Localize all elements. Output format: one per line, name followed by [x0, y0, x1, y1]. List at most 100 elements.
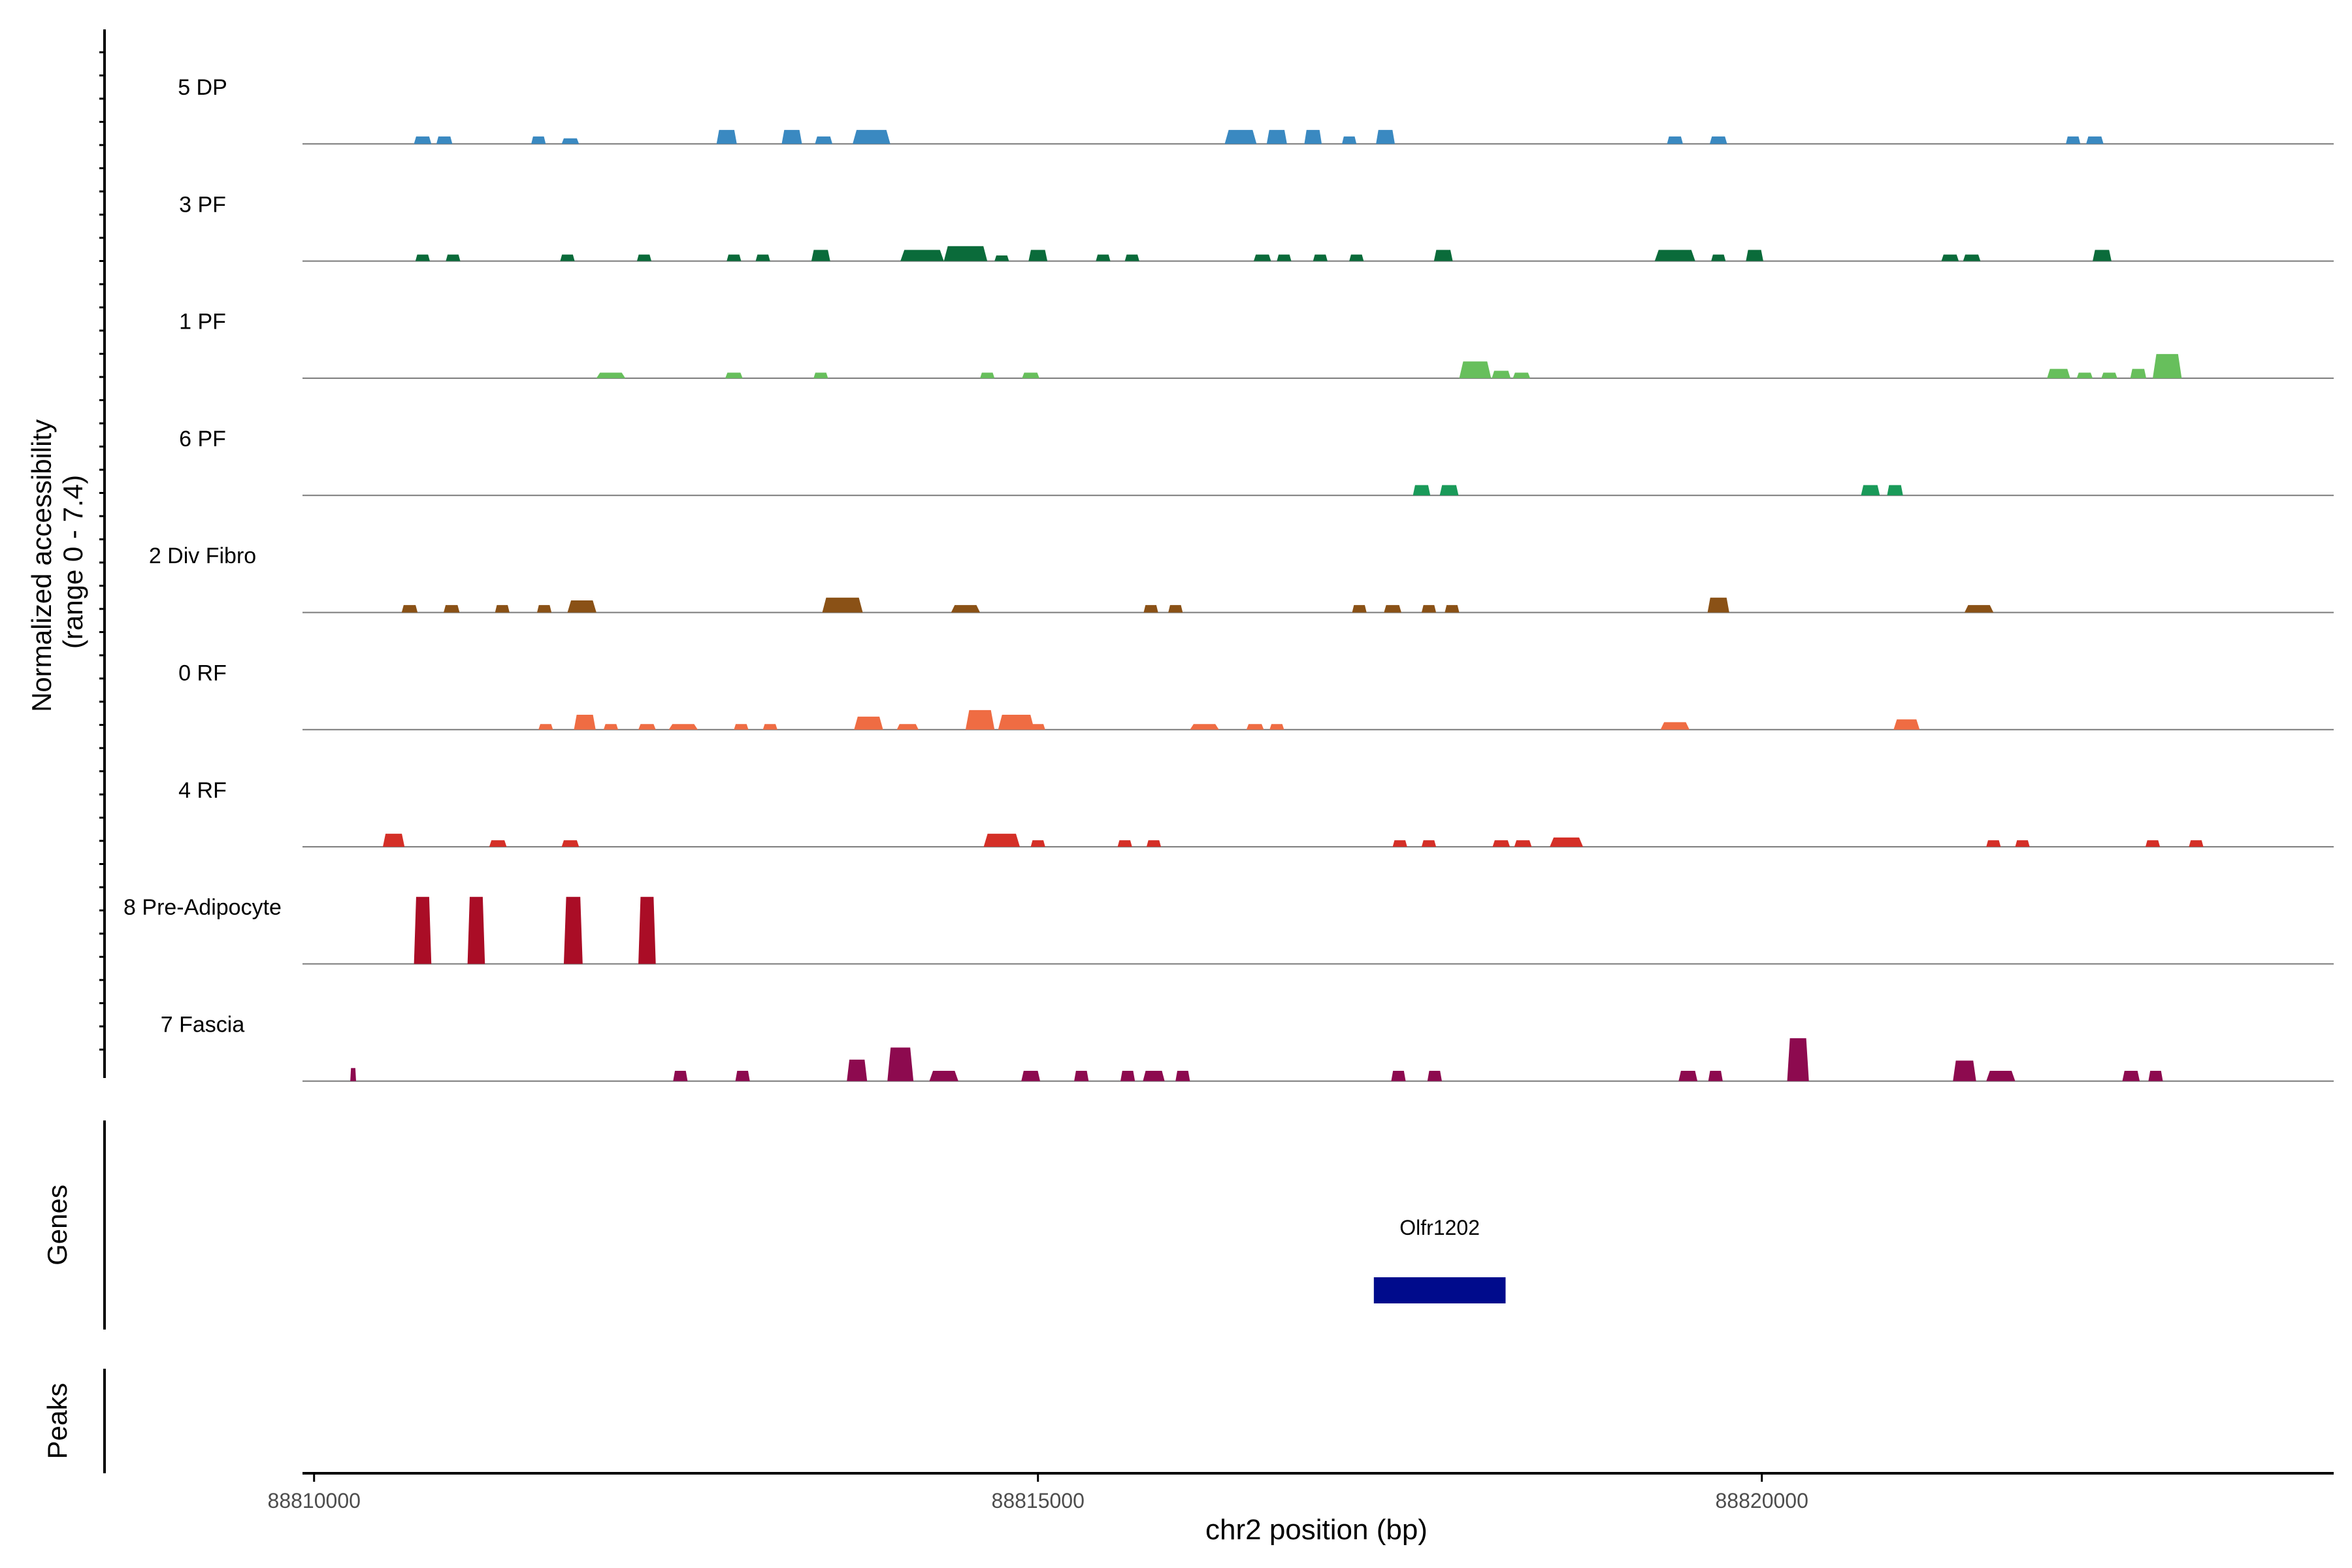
coverage-peak	[1376, 129, 1395, 144]
peaks-axis-title: Peaks	[42, 1383, 73, 1460]
coverage-peak	[1413, 485, 1431, 496]
x-axis-title: chr2 position (bp)	[1205, 1514, 1428, 1546]
coverage-peak	[2076, 372, 2093, 378]
coverage-peak	[1074, 1071, 1089, 1081]
tracks-layer: 5 DP 3 PF 1 PF 6 PF 2 Div Fibro 0 RF 4 RF 8 Pre…	[123, 75, 2334, 1082]
coverage-peak	[561, 840, 580, 847]
coverage-peak	[1421, 605, 1437, 613]
track-4-rf: 4 RF	[178, 778, 2334, 848]
track-7-fascia: 7 Fascia	[161, 1012, 2334, 1082]
coverage-peak	[444, 605, 460, 613]
coverage-peak	[2148, 1071, 2163, 1081]
coverage-peak	[716, 129, 737, 144]
coverage-peak	[1433, 250, 1453, 261]
coverage-peak	[1492, 840, 1511, 847]
coverage-peak	[1124, 254, 1139, 261]
coverage-peak	[1146, 840, 1162, 847]
coverage-peak	[853, 129, 890, 144]
track-label: 8 Pre-Adipocyte	[123, 895, 282, 920]
genes-axis-title: Genes	[42, 1184, 73, 1266]
coverage-peak	[636, 254, 652, 261]
coverage-peak	[382, 834, 405, 847]
coverage-peak	[603, 724, 619, 730]
coverage-peak	[2101, 372, 2117, 378]
coverage-peak	[495, 605, 510, 613]
track-label: 3 PF	[179, 192, 226, 217]
coverage-peak	[854, 716, 883, 730]
coverage-peak	[1459, 361, 1492, 378]
coverage-peak	[1021, 1071, 1041, 1081]
coverage-peak	[1941, 254, 1959, 261]
coverage-peak	[755, 254, 770, 261]
coverage-peak	[1887, 485, 1903, 496]
coverage-peak	[2066, 136, 2081, 144]
coverage-peak	[1117, 840, 1132, 847]
coverage-peak	[596, 372, 626, 378]
coverage-peak	[1253, 254, 1271, 261]
genes-panel: Genes Olfr1202	[42, 1120, 1506, 1330]
track-label: 5 DP	[178, 75, 227, 100]
coverage-peak	[1266, 129, 1287, 144]
coverage-peak	[1022, 372, 1039, 378]
coverage-peak	[414, 896, 432, 964]
coverage-peak	[811, 250, 830, 261]
coverage-peak	[1953, 1060, 1976, 1081]
coverage-peak	[414, 136, 432, 144]
coverage-peak	[896, 724, 919, 730]
coverage-peak	[1550, 837, 1584, 847]
coverage-peak	[1384, 605, 1401, 613]
coverage-peak	[900, 250, 944, 261]
coverage-peak	[1190, 724, 1219, 730]
coverage-peak	[1349, 254, 1364, 261]
track-8-pre-adipocyte: 8 Pre-Adipocyte	[123, 895, 2334, 965]
coverage-peak	[1964, 605, 1994, 613]
coverage-peak	[887, 1047, 914, 1081]
coverage-peak	[735, 1071, 750, 1081]
coverage-peak	[727, 254, 742, 261]
coverage-peak	[1439, 485, 1459, 496]
coverage-peak	[638, 724, 656, 730]
track-label: 4 RF	[178, 778, 227, 803]
genes-layer: Olfr1202	[1373, 1216, 1506, 1303]
track-label: 2 Div Fibro	[149, 544, 256, 568]
coverage-peak	[1861, 485, 1880, 496]
coverage-peak	[781, 129, 802, 144]
coverage-peak	[638, 896, 656, 964]
coverage-peak	[929, 1071, 958, 1081]
coverage-peak	[2086, 136, 2104, 144]
coverage-peak	[2122, 1071, 2140, 1081]
coverage-peak	[2047, 368, 2070, 378]
coverage-peak	[813, 372, 828, 378]
coverage-peak	[1120, 1071, 1135, 1081]
y-title-line2: (range 0 - 7.4)	[57, 475, 88, 649]
coverage-peak	[1709, 136, 1727, 144]
coverage-peak	[538, 724, 553, 730]
coverage-peak	[1143, 1071, 1165, 1081]
coverage-peak	[1514, 840, 1532, 847]
coverage-peak	[1660, 722, 1690, 730]
coverage-peak	[1711, 254, 1726, 261]
coverage-peak	[994, 255, 1009, 261]
coverage-peak	[1030, 840, 1045, 847]
coverage-peak	[1986, 840, 2001, 847]
coverage-peak	[1168, 605, 1183, 613]
track-6-pf: 6 PF	[179, 427, 2334, 497]
coverage-peak	[668, 724, 698, 730]
coverage-peak	[847, 1059, 868, 1081]
x-axis: 88810000 88815000 88820000	[268, 1472, 2334, 1512]
coverage-peak	[560, 254, 575, 261]
coverage-peak	[1352, 605, 1367, 613]
coverage-peak	[1313, 254, 1328, 261]
x-tick-label: 88820000	[1716, 1489, 1808, 1512]
coverage-peak	[1654, 250, 1695, 261]
coverage-peak	[1445, 605, 1460, 613]
coverage-peak	[1028, 250, 1048, 261]
coverage-peak	[762, 724, 777, 730]
coverage-peak	[734, 724, 749, 730]
coverage-peak	[1512, 372, 1531, 378]
coverage-y-axis-title: Normalized accessibility (range 0 - 7.4)	[26, 412, 88, 712]
coverage-peak	[2015, 840, 2030, 847]
coverage-peak	[983, 834, 1021, 847]
track-label: 6 PF	[179, 427, 226, 451]
